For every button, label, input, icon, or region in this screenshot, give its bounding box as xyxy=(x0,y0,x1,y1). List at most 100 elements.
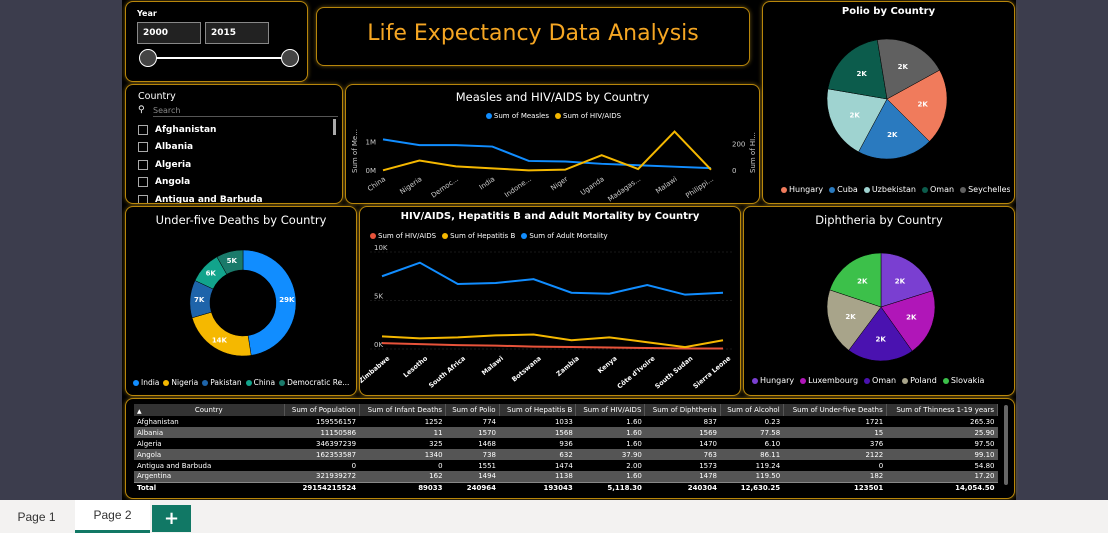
country-list-scrollbar[interactable] xyxy=(333,119,336,135)
legend-item[interactable]: Oman xyxy=(922,185,954,194)
column-header[interactable]: Sum of Thinness 1-19 years xyxy=(886,404,998,416)
pie-slice[interactable] xyxy=(848,306,913,362)
pie-data-label: 7K xyxy=(194,296,205,304)
pie-data-label: 2K xyxy=(856,70,867,78)
pie-slice[interactable] xyxy=(880,252,933,308)
pie-slice[interactable] xyxy=(858,98,930,160)
series-line[interactable] xyxy=(381,342,723,350)
diph-chart-title: Diphtheria by Country xyxy=(815,213,943,227)
legend-item[interactable]: Poland xyxy=(902,376,937,385)
legend-item[interactable]: Democratic Re... xyxy=(279,378,349,387)
pie-slice[interactable] xyxy=(826,88,888,153)
table-cell: 325 xyxy=(429,439,443,448)
table-cell: 1.60 xyxy=(575,427,645,438)
pie-slice[interactable] xyxy=(886,69,948,142)
table-cell: 1478 xyxy=(644,471,721,482)
series-line[interactable] xyxy=(382,138,712,170)
column-header[interactable]: Sum of Hepatitis B xyxy=(499,404,577,416)
x-tick-label: Sierra Leone xyxy=(692,354,733,390)
legend-item[interactable]: Sum of Measles xyxy=(485,112,549,120)
country-option[interactable]: Antigua and Barbuda xyxy=(138,191,338,203)
country-search-input[interactable]: Search xyxy=(153,106,338,117)
pie-slice[interactable] xyxy=(880,290,936,352)
year-slicer: Year 2000 2015 xyxy=(125,1,308,82)
pie-slice[interactable] xyxy=(191,311,252,357)
column-header[interactable]: Sum of Infant Deaths xyxy=(359,404,447,416)
pie-slice[interactable] xyxy=(216,249,244,275)
tab-page-1[interactable]: Page 1 xyxy=(17,509,56,524)
column-header[interactable]: Sum of Diphtheria xyxy=(644,404,721,416)
checkbox-icon[interactable] xyxy=(138,159,148,170)
table-scrollbar[interactable] xyxy=(1004,405,1008,485)
legend-dot-icon xyxy=(960,186,967,193)
country-option-label: Algeria xyxy=(155,159,192,170)
year-from-input[interactable]: 2000 xyxy=(137,22,201,44)
series-line[interactable] xyxy=(381,261,724,296)
polio-pie: 2K 2K 2K 2K 2K xyxy=(826,38,948,160)
legend-item[interactable]: Uzbekistan xyxy=(863,185,916,194)
legend-item[interactable]: Sum of HIV/AIDS xyxy=(370,232,436,240)
column-header[interactable]: Sum of HIV/AIDS xyxy=(575,404,646,416)
table-row[interactable]: Afghanistan 159556157 1252 774 1033 1.60 837 0.… xyxy=(134,416,998,427)
legend-item[interactable]: Slovakia xyxy=(942,376,984,385)
country-option-label: Afghanistan xyxy=(155,124,217,135)
series-line[interactable] xyxy=(382,130,712,172)
column-header[interactable]: Country ▲ xyxy=(134,404,285,416)
x-tick-label: Lesotho xyxy=(402,354,430,379)
pie-data-label: 14K xyxy=(212,337,228,345)
legend-item[interactable]: Sum of Hepatitis B xyxy=(442,232,515,240)
series-line[interactable] xyxy=(381,333,724,349)
legend-dot-icon xyxy=(800,377,807,384)
table-row[interactable]: Antigua and Barbuda 0 0 1551 1474 2.00 1573 119… xyxy=(134,460,998,471)
table-cell: 265.30 xyxy=(970,417,995,426)
legend-item[interactable]: Seychelles xyxy=(960,185,1010,194)
column-header[interactable]: Sum of Population xyxy=(284,404,360,416)
legend-item[interactable]: China xyxy=(245,378,275,387)
tab-page-2[interactable]: Page 2 xyxy=(75,500,150,533)
table-cell: 17.20 xyxy=(886,471,998,482)
table-row[interactable]: Algeria 346397239 325 1468 936 1.60 1470 6.10 37… xyxy=(134,438,998,449)
pie-slice[interactable] xyxy=(826,289,882,351)
legend-label: Sum of Measles xyxy=(493,112,549,120)
country-option[interactable]: Algeria xyxy=(138,156,338,174)
year-to-input[interactable]: 2015 xyxy=(205,22,269,44)
year-slider-handle-start[interactable] xyxy=(139,49,157,67)
legend-item[interactable]: India xyxy=(133,378,159,387)
pie-slice[interactable] xyxy=(829,252,882,308)
checkbox-icon[interactable] xyxy=(138,142,148,153)
legend-label: Oman xyxy=(930,185,955,194)
legend-item[interactable]: Hungary xyxy=(752,376,794,385)
legend-item[interactable]: Nigeria xyxy=(163,378,198,387)
year-slicer-label: Year xyxy=(137,9,157,18)
legend-item[interactable]: Luxembourg xyxy=(800,376,858,385)
pie-slice[interactable] xyxy=(877,38,940,100)
year-slider-handle-end[interactable] xyxy=(281,49,299,67)
country-option[interactable]: Afghanistan xyxy=(138,121,338,139)
pie-slice[interactable] xyxy=(827,39,888,100)
legend-item[interactable]: Sum of Adult Mortality xyxy=(521,232,608,240)
add-page-button[interactable]: + xyxy=(152,505,191,532)
sort-ascending-icon[interactable]: ▲ xyxy=(137,408,142,415)
checkbox-icon[interactable] xyxy=(138,194,148,203)
column-header[interactable]: Sum of Polio xyxy=(445,404,500,416)
pie-slice[interactable] xyxy=(242,249,297,356)
column-header[interactable]: Sum of Under-five Deaths xyxy=(783,404,887,416)
legend-item[interactable]: Sum of HIV/AIDS xyxy=(555,112,621,120)
checkbox-icon[interactable] xyxy=(138,177,148,188)
y-tick-label: 10K xyxy=(374,244,388,252)
country-option[interactable]: Albania xyxy=(138,139,338,157)
legend-item[interactable]: Cuba xyxy=(829,185,858,194)
legend-item[interactable]: Pakistan xyxy=(202,378,242,387)
legend-item[interactable]: Oman xyxy=(864,376,896,385)
table-cell: 1551 xyxy=(478,461,497,470)
legend-item[interactable]: Hungary xyxy=(781,185,823,194)
legend-label: Sum of Hepatitis B xyxy=(450,232,516,240)
checkbox-icon[interactable] xyxy=(138,124,148,135)
country-option[interactable]: Angola xyxy=(138,174,338,192)
table-cell: 1570 xyxy=(445,427,500,438)
table-row[interactable]: Albania 11150586 11 1570 1568 1.60 1569 77.58 15… xyxy=(134,427,998,438)
table-row[interactable]: Argentina 321939272 162 1494 1138 1.60 1478 119… xyxy=(134,471,998,482)
table-cell: 1568 xyxy=(499,427,576,438)
table-row[interactable]: Angola 162353587 1340 738 632 37.90 763 86.11 21… xyxy=(134,449,998,460)
column-header[interactable]: Sum of Alcohol xyxy=(720,404,784,416)
